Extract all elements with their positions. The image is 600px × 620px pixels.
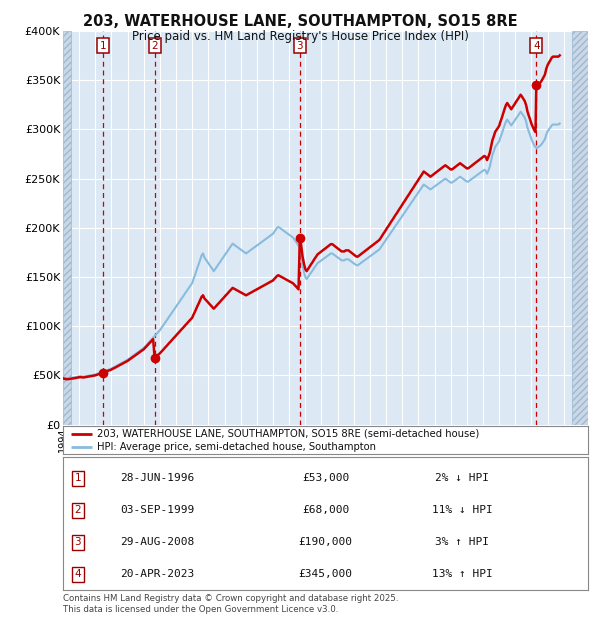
Text: £53,000: £53,000 [302, 473, 349, 483]
Text: 28-JUN-1996: 28-JUN-1996 [121, 473, 194, 483]
Text: £345,000: £345,000 [299, 569, 353, 579]
Text: 13% ↑ HPI: 13% ↑ HPI [431, 569, 493, 579]
Text: HPI: Average price, semi-detached house, Southampton: HPI: Average price, semi-detached house,… [97, 442, 376, 453]
Text: 2: 2 [74, 505, 81, 515]
Text: 11% ↓ HPI: 11% ↓ HPI [431, 505, 493, 515]
Text: 203, WATERHOUSE LANE, SOUTHAMPTON, SO15 8RE (semi-detached house): 203, WATERHOUSE LANE, SOUTHAMPTON, SO15 … [97, 429, 479, 439]
Text: 3: 3 [296, 41, 303, 51]
Text: 1: 1 [74, 473, 81, 483]
Text: 03-SEP-1999: 03-SEP-1999 [121, 505, 194, 515]
Text: 29-AUG-2008: 29-AUG-2008 [121, 538, 194, 547]
Text: 203, WATERHOUSE LANE, SOUTHAMPTON, SO15 8RE: 203, WATERHOUSE LANE, SOUTHAMPTON, SO15 … [83, 14, 517, 29]
Text: £190,000: £190,000 [299, 538, 353, 547]
Text: 20-APR-2023: 20-APR-2023 [121, 569, 194, 579]
Text: 4: 4 [74, 569, 81, 579]
Text: 2: 2 [151, 41, 158, 51]
Text: Contains HM Land Registry data © Crown copyright and database right 2025.: Contains HM Land Registry data © Crown c… [63, 594, 398, 603]
Text: £68,000: £68,000 [302, 505, 349, 515]
Text: Price paid vs. HM Land Registry's House Price Index (HPI): Price paid vs. HM Land Registry's House … [131, 30, 469, 43]
Text: 4: 4 [533, 41, 539, 51]
Text: 2% ↓ HPI: 2% ↓ HPI [435, 473, 489, 483]
Text: 3% ↑ HPI: 3% ↑ HPI [435, 538, 489, 547]
Text: 1: 1 [100, 41, 107, 51]
Text: This data is licensed under the Open Government Licence v3.0.: This data is licensed under the Open Gov… [63, 605, 338, 614]
Text: 3: 3 [74, 538, 81, 547]
